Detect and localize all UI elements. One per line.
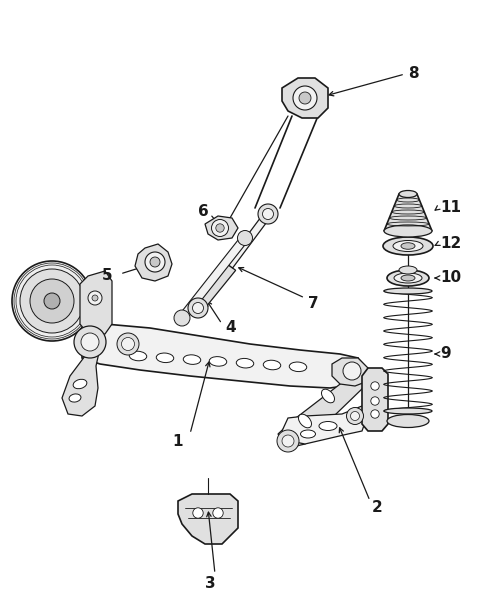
Circle shape [277,430,299,452]
Circle shape [258,204,278,224]
Circle shape [293,86,317,110]
Circle shape [213,508,223,518]
Circle shape [216,224,224,232]
Text: 3: 3 [205,576,216,591]
Ellipse shape [183,355,201,364]
Polygon shape [362,368,388,431]
Circle shape [145,252,165,272]
Text: 8: 8 [408,67,418,82]
Circle shape [30,279,74,323]
Circle shape [188,298,208,318]
Ellipse shape [387,270,429,286]
Text: 11: 11 [440,200,461,216]
Ellipse shape [399,191,417,197]
Circle shape [117,333,139,355]
Ellipse shape [300,430,315,438]
Ellipse shape [73,379,87,389]
Circle shape [211,219,228,237]
Circle shape [92,295,98,301]
Polygon shape [226,212,271,268]
Ellipse shape [319,421,337,430]
Circle shape [193,508,203,518]
Polygon shape [135,244,172,281]
Circle shape [299,92,311,104]
Ellipse shape [383,237,433,255]
Polygon shape [82,324,358,388]
Polygon shape [205,216,238,240]
Ellipse shape [298,414,311,428]
Polygon shape [282,406,368,444]
Text: 7: 7 [308,296,318,312]
Circle shape [343,362,361,380]
Text: 2: 2 [372,501,383,516]
Circle shape [282,435,294,447]
Polygon shape [179,235,248,321]
Ellipse shape [289,362,307,371]
Circle shape [74,326,106,358]
Ellipse shape [69,394,81,402]
Circle shape [150,257,160,267]
Ellipse shape [387,414,429,427]
Polygon shape [332,358,368,386]
Polygon shape [178,494,238,544]
Text: 5: 5 [102,269,113,284]
Ellipse shape [394,273,422,283]
Ellipse shape [263,360,281,370]
Ellipse shape [393,241,423,252]
Ellipse shape [156,353,174,362]
Circle shape [351,411,360,421]
Circle shape [347,408,364,424]
Ellipse shape [129,351,147,361]
Ellipse shape [384,288,432,294]
Circle shape [371,397,379,405]
Polygon shape [278,358,370,448]
Polygon shape [62,342,100,416]
Circle shape [88,291,102,305]
Ellipse shape [401,275,415,281]
Circle shape [12,261,92,341]
Ellipse shape [236,358,254,368]
Ellipse shape [209,356,227,366]
Text: 12: 12 [440,237,461,252]
Circle shape [371,410,379,418]
Text: 9: 9 [440,346,451,362]
Circle shape [122,337,134,350]
Ellipse shape [384,408,432,414]
Ellipse shape [401,243,415,249]
Ellipse shape [384,225,432,237]
Polygon shape [384,194,432,231]
Ellipse shape [321,389,334,403]
Circle shape [263,209,274,219]
Polygon shape [194,261,236,311]
Circle shape [20,269,84,333]
Text: 1: 1 [172,433,183,449]
Circle shape [371,382,379,390]
Text: 10: 10 [440,271,461,285]
Text: 4: 4 [225,321,235,336]
Circle shape [174,310,190,326]
Circle shape [237,231,253,246]
Polygon shape [282,78,328,118]
Circle shape [193,303,204,313]
Circle shape [81,333,99,351]
Text: 6: 6 [198,204,209,219]
Polygon shape [80,271,112,334]
Circle shape [44,293,60,309]
Ellipse shape [399,266,417,274]
